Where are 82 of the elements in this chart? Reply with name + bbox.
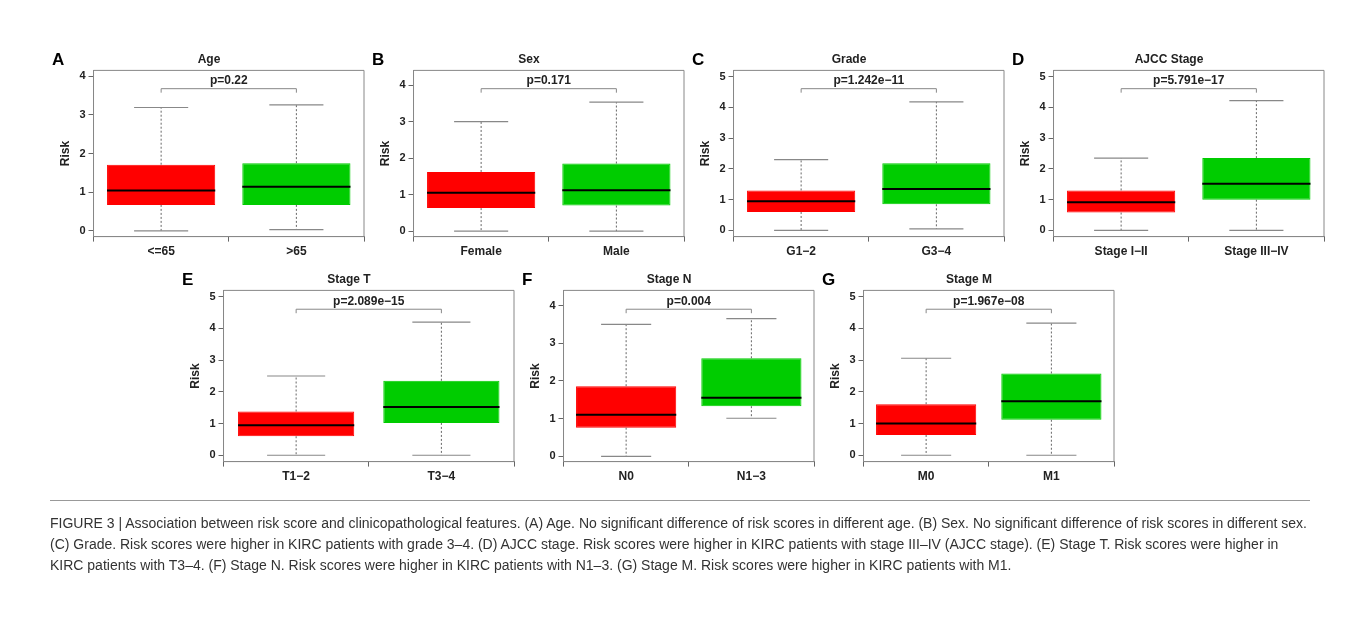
x-tick-label: N0 xyxy=(618,469,635,484)
y-tick-label: 3 xyxy=(1039,131,1046,144)
y-tick-label: 2 xyxy=(1039,161,1046,174)
y-tick-label: 3 xyxy=(549,336,556,349)
text: C xyxy=(692,50,705,70)
annotation: p=1.967e−08 xyxy=(953,293,1025,308)
y-tick-label: 0 xyxy=(1039,223,1046,236)
y-tick-label: 1 xyxy=(79,185,86,198)
y-tick-label: 3 xyxy=(209,353,216,366)
text: B xyxy=(372,50,385,70)
y-tick-label: 4 xyxy=(549,298,557,311)
y-axis-title: Risk xyxy=(57,140,72,167)
y-tick-label: 0 xyxy=(719,223,726,236)
y-tick-label: 0 xyxy=(399,224,406,237)
chart-title: Stage N xyxy=(646,271,692,286)
x-tick-label: <=65 xyxy=(147,244,176,259)
y-tick-label: 0 xyxy=(79,223,86,236)
text: A xyxy=(52,50,65,70)
y-tick-label: 4 xyxy=(399,78,407,91)
chart-title: Stage M xyxy=(945,271,993,286)
caption: FIGURE 3 | Association between risk score and clinicopathological features. (A) Age. No significant difference of risk scores in different age. (B) Sex. No significant difference of risk scores in different sex. (C) Grade. Risk scores were higher in KIRC patients with grade 3–4. (D) AJCC stage. Risk scores were higher in KIRC patients with stage III–IV (AJCC stage). (E) Stage T. Risk scores were higher in KIRC patients with T3–4. (F) Stage N. Risk scores were higher in KIRC patients with N1–3. (G) Stage M. Risk scores were higher in KIRC patients with M1. xyxy=(50,500,1310,576)
y-tick-label: 4 xyxy=(849,321,857,334)
y-tick-label: 4 xyxy=(1039,100,1047,113)
annotation: p=0.22 xyxy=(209,72,248,87)
y-tick-label: 2 xyxy=(79,146,86,159)
x-tick-label: T3−4 xyxy=(427,469,456,484)
x-tick-label: M1 xyxy=(1043,469,1061,484)
y-tick-label: 3 xyxy=(849,353,856,366)
y-axis-title: Risk xyxy=(527,363,542,389)
y-tick-label: 5 xyxy=(1039,69,1046,82)
y-tick-label: 5 xyxy=(849,289,856,302)
text: G xyxy=(822,270,836,290)
x-tick-label: Female xyxy=(460,244,503,259)
x-tick-label: T1−2 xyxy=(282,469,311,484)
y-tick-label: 3 xyxy=(79,107,86,120)
y-tick-label: 4 xyxy=(719,100,727,113)
y-axis-title: Risk xyxy=(1017,140,1032,167)
y-tick-label: 1 xyxy=(719,192,726,205)
chart-title: Stage T xyxy=(327,271,372,286)
chart-title: Grade xyxy=(831,51,867,66)
y-axis-title: Risk xyxy=(187,363,202,389)
y-tick-label: 2 xyxy=(549,373,556,386)
annotation: p=2.089e−15 xyxy=(333,293,405,308)
annotation: p=1.242e−11 xyxy=(833,72,905,87)
y-tick-label: 4 xyxy=(209,321,217,334)
y-tick-label: 1 xyxy=(549,411,556,424)
y-tick-label: 1 xyxy=(209,416,216,429)
y-tick-label: 1 xyxy=(849,416,856,429)
annotation: p=5.791e−17 xyxy=(1153,72,1225,87)
y-tick-label: 1 xyxy=(399,187,406,200)
y-axis-title: Risk xyxy=(827,363,842,389)
y-tick-label: 2 xyxy=(209,384,216,397)
y-tick-label: 3 xyxy=(719,131,726,144)
x-tick-label: G3−4 xyxy=(921,244,952,259)
text: F xyxy=(522,270,533,290)
y-tick-label: 2 xyxy=(849,384,856,397)
x-tick-label: Male xyxy=(603,244,631,259)
y-axis-title: Risk xyxy=(377,140,392,167)
x-tick-label: Stage I−II xyxy=(1094,244,1148,259)
annotation: p=0.004 xyxy=(666,293,712,308)
chart-title: Age xyxy=(197,51,221,66)
y-axis-title: Risk xyxy=(697,140,712,167)
y-tick-label: 0 xyxy=(549,449,556,462)
x-tick-label: G1−2 xyxy=(786,244,817,259)
text: E xyxy=(182,270,194,290)
y-tick-label: 2 xyxy=(719,161,726,174)
x-tick-label: N1−3 xyxy=(736,469,767,484)
x-tick-label: Stage III−IV xyxy=(1224,244,1289,259)
y-tick-label: 0 xyxy=(849,448,856,461)
y-tick-label: 4 xyxy=(79,69,87,82)
annotation: p=0.171 xyxy=(526,72,572,87)
chart-title: AJCC Stage xyxy=(1134,51,1204,66)
x-tick-label: M0 xyxy=(917,469,935,484)
text: D xyxy=(1012,50,1025,70)
y-tick-label: 1 xyxy=(1039,192,1046,205)
y-tick-label: 2 xyxy=(399,151,406,164)
y-tick-label: 5 xyxy=(209,289,216,302)
y-tick-label: 5 xyxy=(719,69,726,82)
x-tick-label: >65 xyxy=(286,244,307,259)
y-tick-label: 3 xyxy=(399,114,406,127)
chart-title: Sex xyxy=(518,51,540,66)
y-tick-label: 0 xyxy=(209,448,216,461)
